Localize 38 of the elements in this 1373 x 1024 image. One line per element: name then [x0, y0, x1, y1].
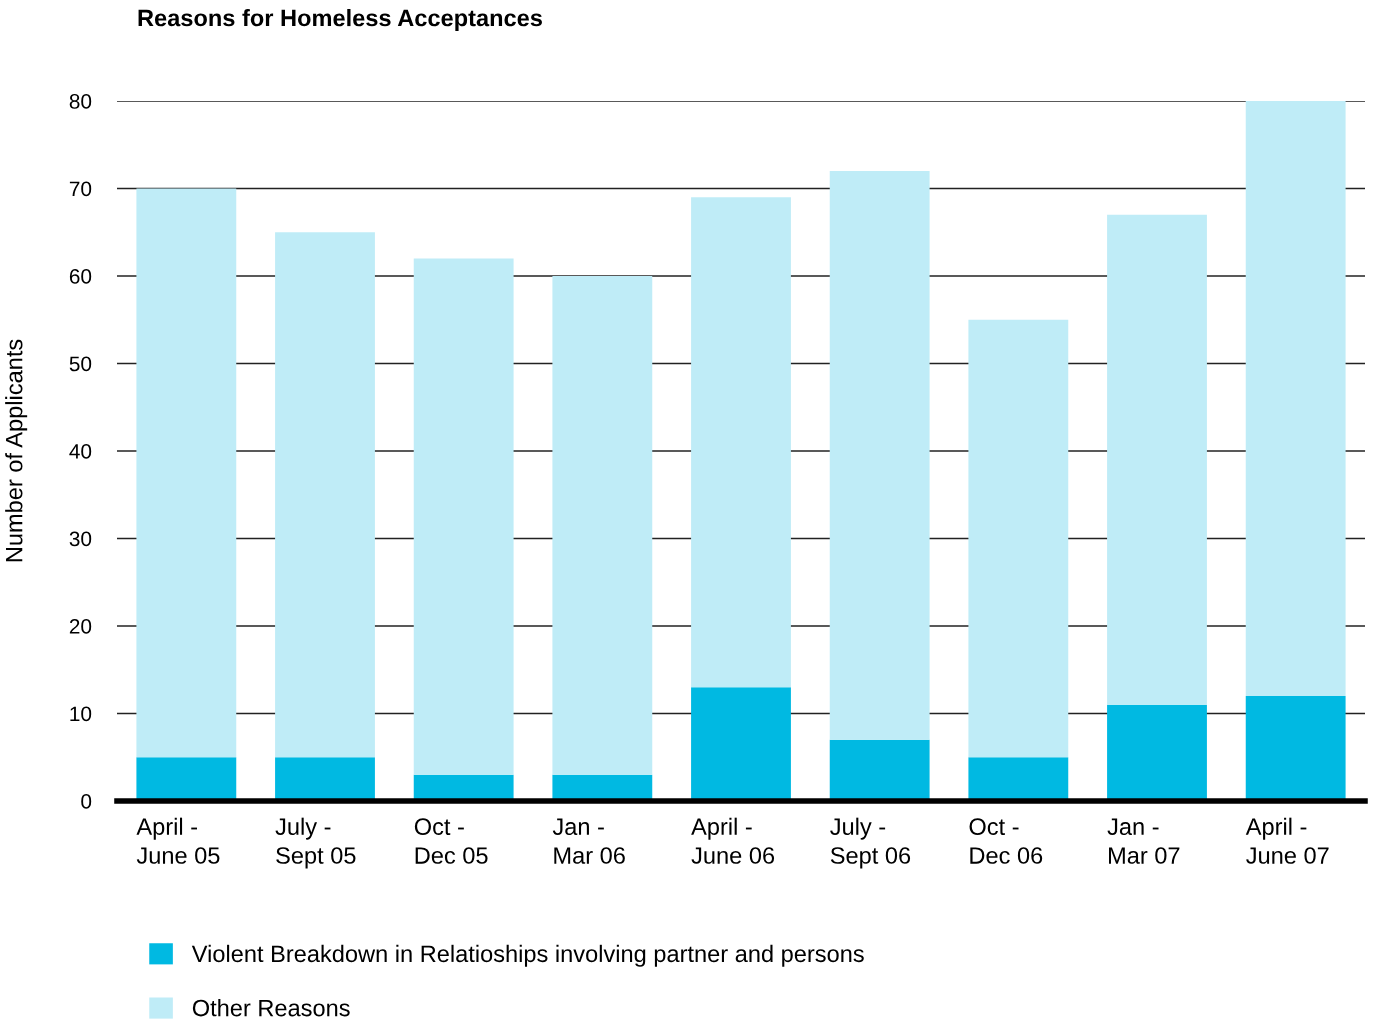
y-tick-label: 30 — [69, 531, 92, 547]
y-tick-label: 50 — [69, 356, 92, 372]
y-tick-label: 0 — [81, 794, 92, 809]
bar — [275, 232, 375, 758]
bar — [275, 757, 375, 801]
bar — [1107, 704, 1207, 801]
x-tick-label: Oct - Dec 05 — [414, 818, 488, 864]
x-tick-label: July - Sept 05 — [275, 817, 356, 869]
x-tick-label: Oct - Dec 06 — [969, 818, 1043, 864]
x-tick-label: Jan - Mar 07 — [1107, 818, 1180, 864]
x-tick-label: July - Sept 06 — [830, 817, 911, 869]
bar — [1107, 214, 1207, 705]
bar — [136, 757, 237, 801]
y-tick-label: 60 — [69, 269, 92, 284]
bar — [136, 188, 237, 758]
x-tick-label: April - June 06 — [691, 817, 775, 864]
y-axis-title: Number of Applicants — [5, 339, 28, 562]
y-tick-label: 70 — [69, 181, 92, 197]
bar — [413, 258, 514, 775]
bar — [1245, 696, 1346, 801]
y-tick-label: 20 — [69, 619, 92, 634]
bar — [829, 171, 930, 740]
y-tick-label: 80 — [69, 94, 92, 109]
y-tick-label: 10 — [70, 706, 92, 722]
x-tick-label: April - June 07 — [1245, 817, 1329, 864]
legend-label: Other Reasons — [192, 999, 350, 1017]
bar — [968, 757, 1069, 801]
x-tick-label: April - June 05 — [136, 817, 220, 864]
bar — [968, 319, 1069, 758]
bar — [691, 197, 791, 688]
bar — [829, 739, 930, 801]
y-tick-label: 40 — [69, 444, 92, 459]
bar — [1245, 101, 1346, 696]
bar — [552, 276, 653, 775]
chart-title: Reasons for Homeless Acceptances — [138, 9, 542, 31]
bar — [691, 687, 791, 801]
legend-label: Violent Breakdown in Relatioships involving partner and persons — [191, 944, 864, 967]
x-tick-label: Jan - Mar 06 — [552, 818, 625, 864]
